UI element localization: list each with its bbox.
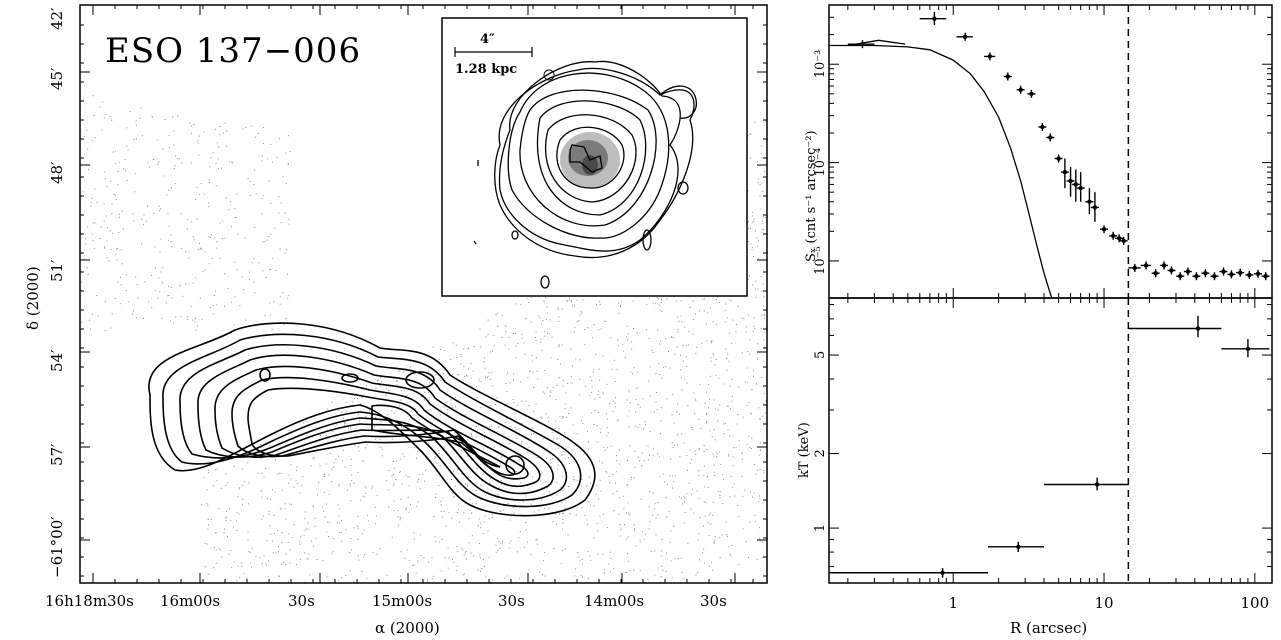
temperature-panel: 1 2 5 1 10 100 kT (keV) R (arcsec) (797, 297, 1273, 637)
data-point (984, 52, 996, 61)
dec-tick-label: 42′ (48, 7, 66, 30)
data-point (1027, 89, 1036, 98)
kt-axis-label: kT (keV) (797, 422, 812, 478)
dec-tick-label: 57′ (48, 443, 66, 466)
contour-peak-1 (259, 368, 271, 382)
radio-contours (148, 322, 596, 517)
data-point (1066, 167, 1075, 197)
inset-scale-arcsec: 4″ (480, 32, 495, 47)
data-point (1140, 261, 1152, 270)
data-point (956, 32, 973, 41)
ra-axis-label: α (2000) (375, 619, 440, 637)
top-panel-frame (828, 4, 1273, 299)
sb-axis-label: Sₓ (cnt s⁻¹ arcsec⁻²) (804, 130, 819, 262)
dec-tick-label: 51′ (48, 259, 66, 282)
sb-tick-label: 10⁻⁴ (813, 148, 828, 177)
dec-axis-label: δ (2000) (24, 266, 42, 330)
contour-4 (197, 354, 554, 495)
ra-tick-label: 30s (700, 592, 727, 610)
data-point (1076, 172, 1085, 202)
dec-tick-label: 54′ (48, 349, 66, 372)
data-point (1160, 261, 1169, 270)
data-point (1115, 234, 1124, 243)
kt-tick-label: 5 (813, 351, 828, 359)
data-point (1254, 269, 1263, 278)
data-point (1245, 270, 1254, 279)
data-point (829, 567, 988, 578)
inset-contours (473, 60, 697, 289)
radius-tick-label: 1 (948, 594, 958, 612)
data-point (1261, 272, 1270, 281)
contour-7 (247, 387, 516, 477)
data-point (1151, 269, 1160, 278)
sb-tick-label: 10⁻³ (813, 50, 828, 79)
psf-model-curve (829, 44, 1053, 298)
contour-peak-3 (405, 371, 435, 389)
ra-tick-label: 14m00s (584, 592, 644, 610)
ra-tick-label: 16h18m30s (45, 592, 134, 610)
ra-tick-labels: 16h18m30s 16m00s 30s 15m00s 30s 14m00s 3… (45, 592, 727, 610)
object-name-label: ESO 137−006 (105, 31, 361, 71)
data-point (1128, 315, 1222, 338)
data-point (1192, 272, 1201, 281)
bottom-panel-frame (828, 297, 1273, 584)
data-point (1221, 339, 1270, 358)
data-point (1054, 154, 1063, 163)
radius-tick-label: 100 (1240, 594, 1269, 612)
surface-brightness-panel: 10⁻³ 10⁻⁴ 10⁻⁵ Sₓ (cnt s⁻¹ arcsec⁻²) (804, 4, 1273, 299)
dec-tick-label: 48′ (48, 161, 66, 184)
data-point (847, 40, 875, 49)
contour-2 (162, 333, 582, 508)
data-point (1109, 231, 1118, 240)
data-point (1167, 266, 1176, 275)
data-point (1085, 188, 1094, 215)
ra-tick-label: 30s (498, 592, 525, 610)
contour-3 (179, 344, 568, 501)
inset-scale-kpc: 1.28 kpc (455, 62, 517, 77)
dec-tick-label: 45′ (48, 67, 66, 90)
kt-tick-label: 2 (813, 449, 828, 457)
radius-tick-label: 10 (1094, 594, 1113, 612)
data-point (1210, 272, 1219, 281)
data-point (1227, 270, 1236, 279)
radius-axis-label: R (arcsec) (1010, 619, 1087, 637)
data-point (987, 541, 1045, 553)
contour-peak-2 (341, 373, 359, 383)
data-point (1176, 272, 1185, 281)
data-point (1044, 477, 1129, 491)
data-point (1090, 192, 1099, 222)
left-tick-marks (80, 5, 767, 583)
dec-tick-labels: −61°00′ 57′ 54′ 51′ 48′ 45′ 42′ (48, 7, 66, 578)
data-point (919, 11, 947, 26)
sky-map-panel: ESO 137−006 16h18m30s 16m00s 30s 15m00s … (24, 4, 768, 637)
ra-tick-label: 16m00s (160, 592, 220, 610)
contour-8 (371, 404, 501, 468)
data-point (1128, 263, 1141, 272)
inset-panel: 4″ 1.28 kpc (441, 17, 748, 297)
data-point (1071, 169, 1080, 202)
kt-tick-label: 1 (813, 524, 828, 532)
contour-1 (148, 322, 596, 517)
data-point (1060, 158, 1069, 189)
ra-tick-label: 15m00s (372, 592, 432, 610)
sb-tick-label: 10⁻⁵ (813, 246, 828, 275)
data-point (1219, 267, 1228, 276)
data-point (1183, 267, 1192, 276)
data-point (1201, 269, 1210, 278)
data-point (1100, 225, 1109, 234)
data-point (1016, 85, 1025, 94)
data-point (1119, 236, 1128, 245)
contour-peak-4 (505, 455, 525, 475)
data-point (1046, 133, 1055, 142)
dec-tick-label: −61°00′ (48, 516, 66, 578)
data-point (1236, 268, 1245, 277)
ra-tick-label: 30s (288, 592, 315, 610)
data-point (1003, 72, 1012, 81)
data-point (1038, 123, 1047, 132)
